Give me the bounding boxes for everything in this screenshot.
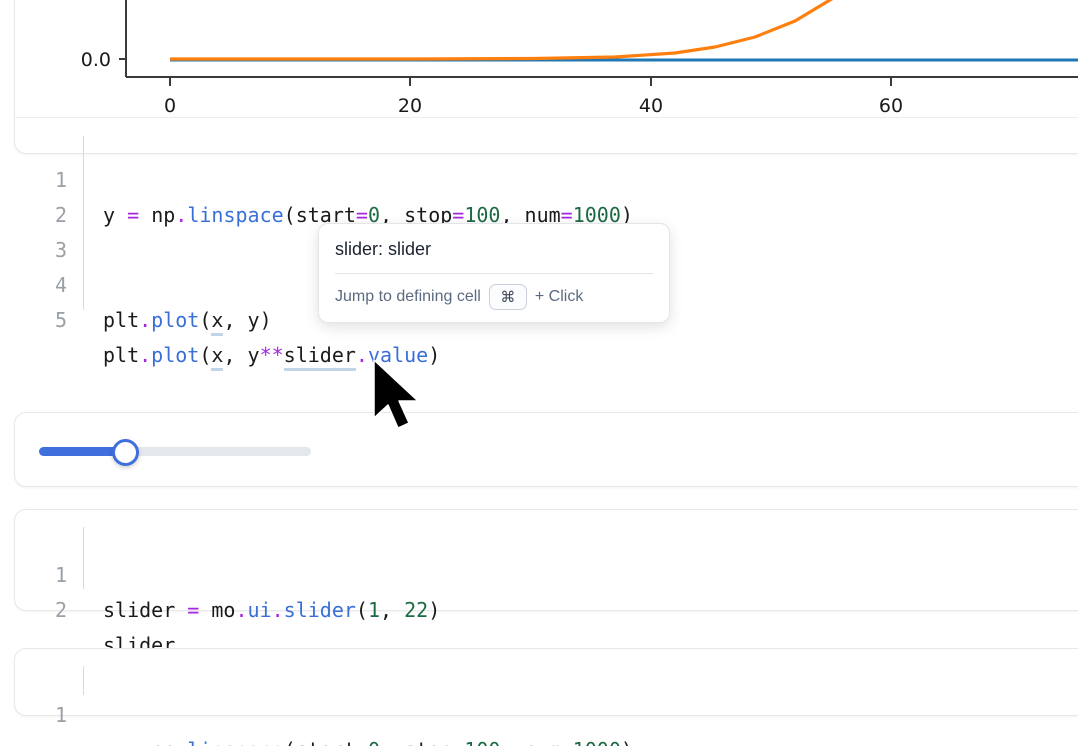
plot-svg: 0.0 0 20 40 60 bbox=[81, 0, 1078, 117]
slider-track[interactable] bbox=[39, 447, 311, 456]
line-number: 4 bbox=[54, 273, 67, 297]
x-tick-label-60: 60 bbox=[879, 95, 903, 117]
notebook-cell-slider-definition[interactable]: 1 slider = mo.ui.slider(1, 22) 2 slider bbox=[14, 509, 1078, 657]
gutter-divider bbox=[83, 136, 84, 310]
slider-widget[interactable] bbox=[39, 439, 311, 466]
tooltip-title: slider: slider bbox=[335, 239, 432, 259]
code-line[interactable]: 1 x = np.linspace(start=0, stop=100, num… bbox=[15, 663, 1078, 746]
slider-variable-reference[interactable]: slider bbox=[283, 343, 356, 371]
x-tick-label-20: 20 bbox=[398, 95, 422, 117]
code-content[interactable]: slider = mo.ui.slider(1, 22) bbox=[103, 598, 441, 622]
code-content[interactable]: x = np.linspace(start=0, stop=100, num=1… bbox=[103, 733, 633, 746]
code-editor-slider-def[interactable]: 1 slider = mo.ui.slider(1, 22) 2 slider bbox=[15, 523, 1078, 657]
tooltip-action-label: Jump to defining cell bbox=[335, 288, 481, 305]
line-number: 2 bbox=[54, 203, 67, 227]
gutter-divider bbox=[83, 666, 84, 695]
code-line[interactable]: 1 slider = mo.ui.slider(1, 22) bbox=[15, 523, 1078, 622]
notebook-cell-x-definition[interactable]: 1 x = np.linspace(start=0, stop=100, num… bbox=[14, 648, 1078, 746]
code-editor-x-def[interactable]: 1 x = np.linspace(start=0, stop=100, num… bbox=[15, 663, 1078, 746]
y-tick-label-0: 0.0 bbox=[81, 49, 111, 71]
slider-thumb[interactable] bbox=[112, 439, 140, 466]
code-line[interactable]: 3 bbox=[15, 198, 1078, 262]
tooltip-divider bbox=[335, 273, 653, 274]
code-line[interactable]: 5 plt.plot(x, y**slider.value) bbox=[15, 268, 1078, 371]
line-number: 2 bbox=[54, 598, 67, 622]
line-number: 5 bbox=[54, 308, 67, 332]
code-line[interactable]: 4 plt.plot(x, y) bbox=[15, 233, 1078, 336]
command-key-icon: ⌘ bbox=[488, 284, 527, 310]
code-line[interactable]: 2 slider bbox=[15, 558, 1078, 657]
variable-tooltip: slider: slider Jump to defining cell ⌘ +… bbox=[318, 223, 670, 323]
code-line[interactable]: 1 y = np.linspace(start=0, stop=100, num… bbox=[15, 128, 1078, 227]
tooltip-key-suffix: + Click bbox=[534, 288, 584, 305]
gutter-divider bbox=[83, 527, 84, 589]
code-content[interactable]: plt.plot(x, y) bbox=[103, 303, 272, 338]
notebook-cell-plot[interactable]: 0.0 0 20 40 60 1 y bbox=[14, 0, 1078, 371]
line-number: 1 bbox=[54, 168, 67, 192]
code-content[interactable]: plt.plot(x, y**slider.value) bbox=[103, 338, 440, 373]
matplotlib-figure: 0.0 0 20 40 60 bbox=[15, 0, 1078, 117]
code-line[interactable]: 2 bbox=[15, 163, 1078, 227]
slider-fill bbox=[39, 447, 126, 456]
line-number: 3 bbox=[54, 238, 67, 262]
cell-output-divider bbox=[15, 117, 1078, 118]
x-tick-label-0: 0 bbox=[164, 95, 176, 117]
line-number: 1 bbox=[54, 703, 67, 727]
line-number: 1 bbox=[54, 563, 67, 587]
x-tick-label-40: 40 bbox=[639, 95, 663, 117]
tooltip-footer: Jump to defining cell ⌘ + Click bbox=[335, 284, 653, 310]
notebook-cell-slider-output[interactable] bbox=[14, 412, 1078, 487]
series-line-orange bbox=[170, 0, 834, 61]
